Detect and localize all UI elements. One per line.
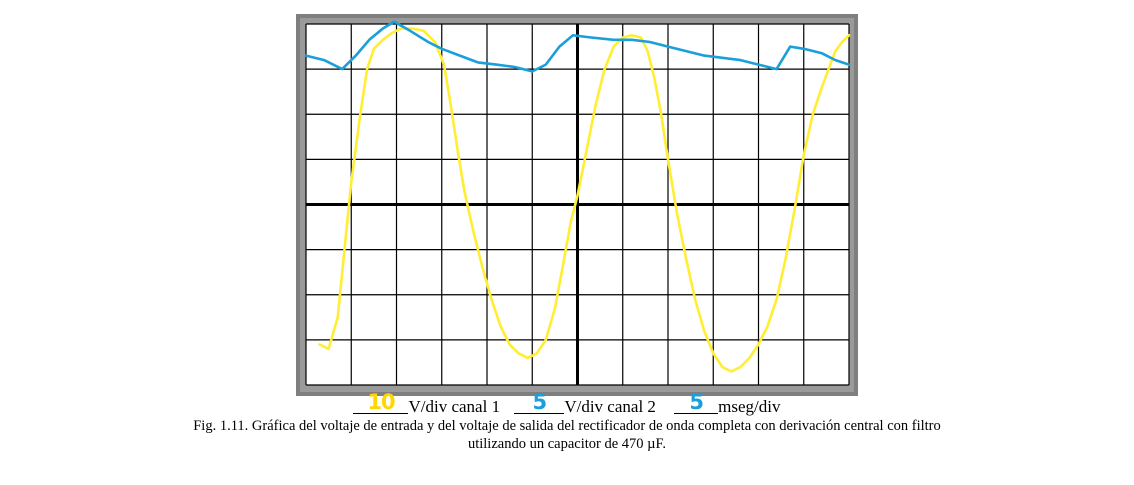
ch2-scale-unit: V/div canal 2	[564, 397, 656, 416]
oscilloscope-screen	[296, 14, 858, 396]
figure-caption: Fig. 1.11. Gráfica del voltaje de entrad…	[0, 417, 1134, 453]
ch1-scale-value: 10	[367, 390, 394, 414]
time-scale-unit: mseg/div	[718, 397, 780, 416]
caption-line-1: Fig. 1.11. Gráfica del voltaje de entrad…	[0, 417, 1134, 435]
caption-line-2: utilizando un capacitor de 470 µF.	[0, 435, 1134, 453]
time-scale-blank: 5	[674, 394, 718, 414]
ch1-scale-blank: 10	[353, 394, 408, 414]
time-scale-value: 5	[689, 390, 703, 414]
ch2-scale-blank: 5	[514, 394, 564, 414]
ch1-scale-unit: V/div canal 1	[408, 397, 500, 416]
ch2-scale-value: 5	[533, 390, 547, 414]
scope-settings: 10 V/div canal 1 5 V/div canal 2 5 mseg/…	[0, 394, 1134, 418]
